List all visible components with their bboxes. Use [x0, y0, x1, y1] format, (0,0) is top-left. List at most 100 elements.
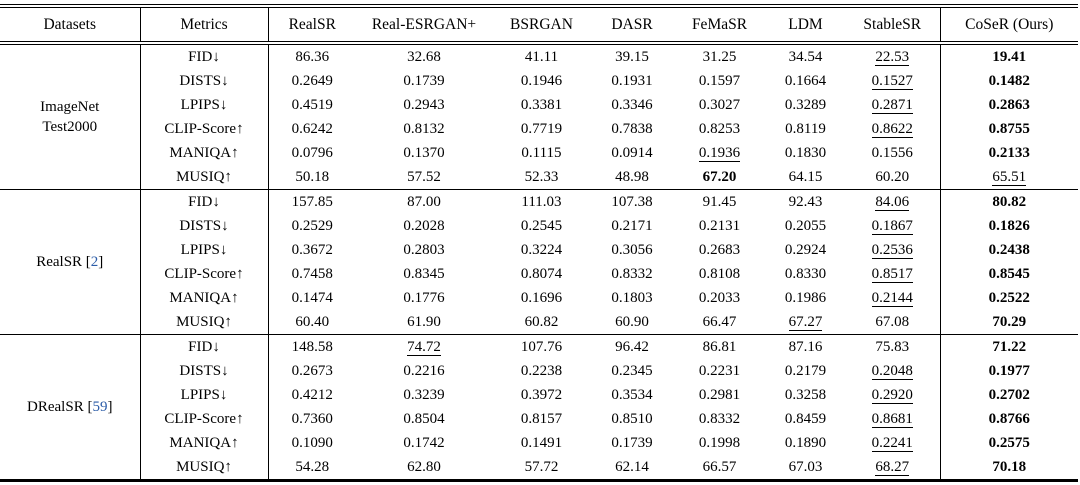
value-cell: 0.8074 [492, 262, 591, 286]
up-arrow-icon: ↑ [231, 144, 239, 161]
value-cell: 0.3289 [766, 93, 845, 117]
metric-name: MANIQA [169, 144, 232, 161]
down-arrow-icon: ↓ [221, 217, 229, 234]
metric-name: MANIQA [169, 289, 232, 306]
value-cell: 0.0796 [268, 141, 356, 165]
metric-label: LPIPS↓ [140, 383, 269, 407]
value-cell: 0.1826 [939, 214, 1078, 238]
citation-link[interactable]: 2 [90, 253, 99, 270]
header-real-esrgan: Real-ESRGAN+ [356, 6, 492, 45]
metric-value: 0.2133 [988, 144, 1030, 161]
metric-value: 68.27 [875, 458, 910, 476]
metric-value: 0.2438 [988, 241, 1030, 258]
header-ldm: LDM [766, 6, 845, 45]
up-arrow-icon: ↑ [224, 458, 232, 475]
results-table: Datasets Metrics RealSR Real-ESRGAN+ BSR… [0, 4, 1078, 482]
value-cell: 87.16 [766, 334, 845, 359]
metric-value: 0.2144 [871, 289, 913, 307]
value-cell: 0.6242 [268, 117, 356, 141]
value-cell: 0.1739 [591, 431, 673, 455]
metric-name: MUSIQ [176, 458, 225, 475]
value-cell: 75.83 [845, 334, 940, 359]
metric-name: CLIP-Score [164, 120, 237, 137]
value-cell: 0.2649 [268, 69, 356, 93]
metric-value: 57.52 [407, 168, 441, 185]
metric-value: 0.0914 [611, 144, 653, 161]
metric-label: LPIPS↓ [140, 238, 269, 262]
value-cell: 0.2345 [591, 359, 673, 383]
value-cell: 34.54 [766, 43, 845, 69]
metric-value: 0.2131 [698, 217, 741, 234]
table-row: CLIP-Score↑ 0.7360 0.8504 0.8157 0.8510 0.833… [0, 407, 1078, 431]
metric-value: 0.8459 [784, 410, 827, 427]
up-arrow-icon: ↑ [224, 313, 232, 330]
metric-value: 0.8504 [403, 410, 445, 427]
metric-value: 0.1830 [784, 144, 827, 161]
metric-value: 0.2943 [403, 96, 445, 113]
metric-name: LPIPS [180, 96, 220, 113]
value-cell: 0.1090 [268, 431, 356, 455]
table-row: MUSIQ↑ 60.40 61.90 60.82 60.90 66.47 67.27 67.0… [0, 310, 1078, 335]
value-cell: 0.2238 [492, 359, 591, 383]
value-cell: 0.2863 [939, 93, 1078, 117]
metric-value: 0.1803 [611, 289, 653, 306]
metric-value: 65.51 [992, 168, 1027, 186]
metric-value: 0.1370 [403, 144, 445, 161]
value-cell: 0.2981 [673, 383, 766, 407]
value-cell: 86.81 [673, 334, 766, 359]
metric-label: FID↓ [140, 43, 269, 69]
metric-value: 0.7719 [520, 120, 563, 137]
metric-value: 91.45 [702, 193, 737, 210]
down-arrow-icon: ↓ [221, 362, 229, 379]
value-cell: 0.2545 [492, 214, 591, 238]
value-cell: 0.8132 [356, 117, 492, 141]
down-arrow-icon: ↓ [212, 338, 220, 355]
value-cell: 111.03 [492, 189, 591, 214]
value-cell: 62.14 [591, 455, 673, 481]
value-cell: 67.08 [845, 310, 940, 335]
metric-value: 0.2028 [403, 217, 445, 234]
value-cell: 80.82 [939, 189, 1078, 214]
value-cell: 0.2179 [766, 359, 845, 383]
down-arrow-icon: ↓ [212, 193, 220, 210]
metric-value: 96.42 [615, 338, 649, 355]
value-cell: 0.2438 [939, 238, 1078, 262]
table-row: DISTS↓ 0.2529 0.2028 0.2545 0.2171 0.2131 0.20… [0, 214, 1078, 238]
value-cell: 31.25 [673, 43, 766, 69]
metric-value: 0.2241 [871, 434, 913, 452]
metric-value: 0.2871 [871, 96, 913, 114]
metric-value: 0.1931 [611, 72, 653, 89]
value-cell: 32.68 [356, 43, 492, 69]
metric-label: MANIQA↑ [140, 431, 269, 455]
value-cell: 74.72 [356, 334, 492, 359]
table-row: ImageNet Test2000 FID↓ 86.36 32.68 41.11 39.15… [0, 43, 1078, 190]
up-arrow-icon: ↑ [231, 434, 239, 451]
metric-value: 0.2179 [784, 362, 827, 379]
value-cell: 0.1946 [492, 69, 591, 93]
up-arrow-icon: ↑ [231, 289, 239, 306]
value-cell: 0.3972 [492, 383, 591, 407]
metric-value: 0.2924 [784, 241, 827, 258]
metric-value: 0.8345 [403, 265, 445, 282]
table-row: LPIPS↓ 0.4519 0.2943 0.3381 0.3346 0.3027 0.32… [0, 93, 1078, 117]
value-cell: 0.2048 [845, 359, 940, 383]
up-arrow-icon: ↑ [236, 410, 244, 427]
value-cell: 0.1664 [766, 69, 845, 93]
citation-link[interactable]: 59 [92, 398, 108, 415]
metric-value: 0.3381 [520, 96, 563, 113]
value-cell: 0.2231 [673, 359, 766, 383]
value-cell: 0.8332 [591, 262, 673, 286]
metric-value: 0.2171 [611, 217, 653, 234]
metric-value: 107.38 [611, 193, 653, 210]
value-cell: 0.8345 [356, 262, 492, 286]
value-cell: 39.15 [591, 43, 673, 69]
metric-value: 0.2673 [291, 362, 333, 379]
value-cell: 107.38 [591, 189, 673, 214]
metric-value: 0.8681 [871, 410, 913, 428]
value-cell: 57.52 [356, 165, 492, 190]
value-cell: 0.8766 [939, 407, 1078, 431]
metric-label: DISTS↓ [140, 214, 269, 238]
table-row: MANIQA↑ 0.1090 0.1742 0.1491 0.1739 0.1998 0.1… [0, 431, 1078, 455]
metric-value: 70.18 [992, 458, 1027, 475]
value-cell: 0.1115 [492, 141, 591, 165]
